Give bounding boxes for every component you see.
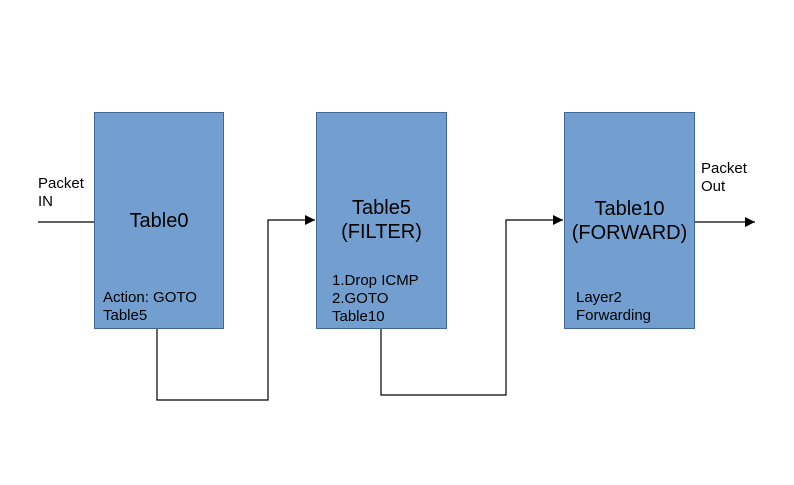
- table5-note-line3: Table10: [332, 308, 385, 325]
- table10-action-note: Layer2 Forwarding: [576, 289, 651, 325]
- table5-action-note: 1.Drop ICMP 2.GOTO Table10: [332, 272, 419, 326]
- table5-box: Table5 (FILTER) 1.Drop ICMP 2.GOTO Table…: [316, 112, 447, 329]
- table10-note-line1: Layer2: [576, 289, 622, 306]
- table5-to-table10-connector: [380, 215, 563, 396]
- packet-in-label: Packet IN: [38, 175, 84, 211]
- packet-out-label: Packet Out: [701, 160, 747, 196]
- packet-in-label-line1: Packet: [38, 175, 84, 192]
- table0-to-table5-connector: [156, 215, 315, 401]
- table10-title: Table10 (FORWARD): [565, 197, 694, 245]
- packet-in-label-line2: IN: [38, 193, 53, 210]
- table5-title-line1: Table5: [352, 197, 411, 219]
- table10-note-line2: Forwarding: [576, 307, 652, 324]
- table0-title: Table0: [129, 210, 189, 232]
- table5-note-line2: 2.GOTO: [332, 290, 389, 307]
- packet-out-label-line1: Packet: [701, 160, 747, 177]
- table0-note-line1: Action: GOTO: [103, 289, 197, 306]
- table5-title: Table5 (FILTER): [317, 196, 446, 244]
- table10-box: Table10 (FORWARD) Layer2 Forwarding: [564, 112, 695, 329]
- table0-action-note: Action: GOTO Table5: [103, 289, 197, 325]
- table10-title-line1: Table10: [594, 198, 665, 220]
- packet-out-label-line2: Out: [701, 178, 726, 195]
- table5-title-line2: (FILTER): [341, 221, 422, 243]
- table0-note-line2: Table5: [103, 307, 148, 324]
- table5-note-line1: 1.Drop ICMP: [332, 272, 419, 289]
- table0-box: Table0 Action: GOTO Table5: [94, 112, 224, 329]
- table10-title-line2: (FORWARD): [571, 222, 688, 244]
